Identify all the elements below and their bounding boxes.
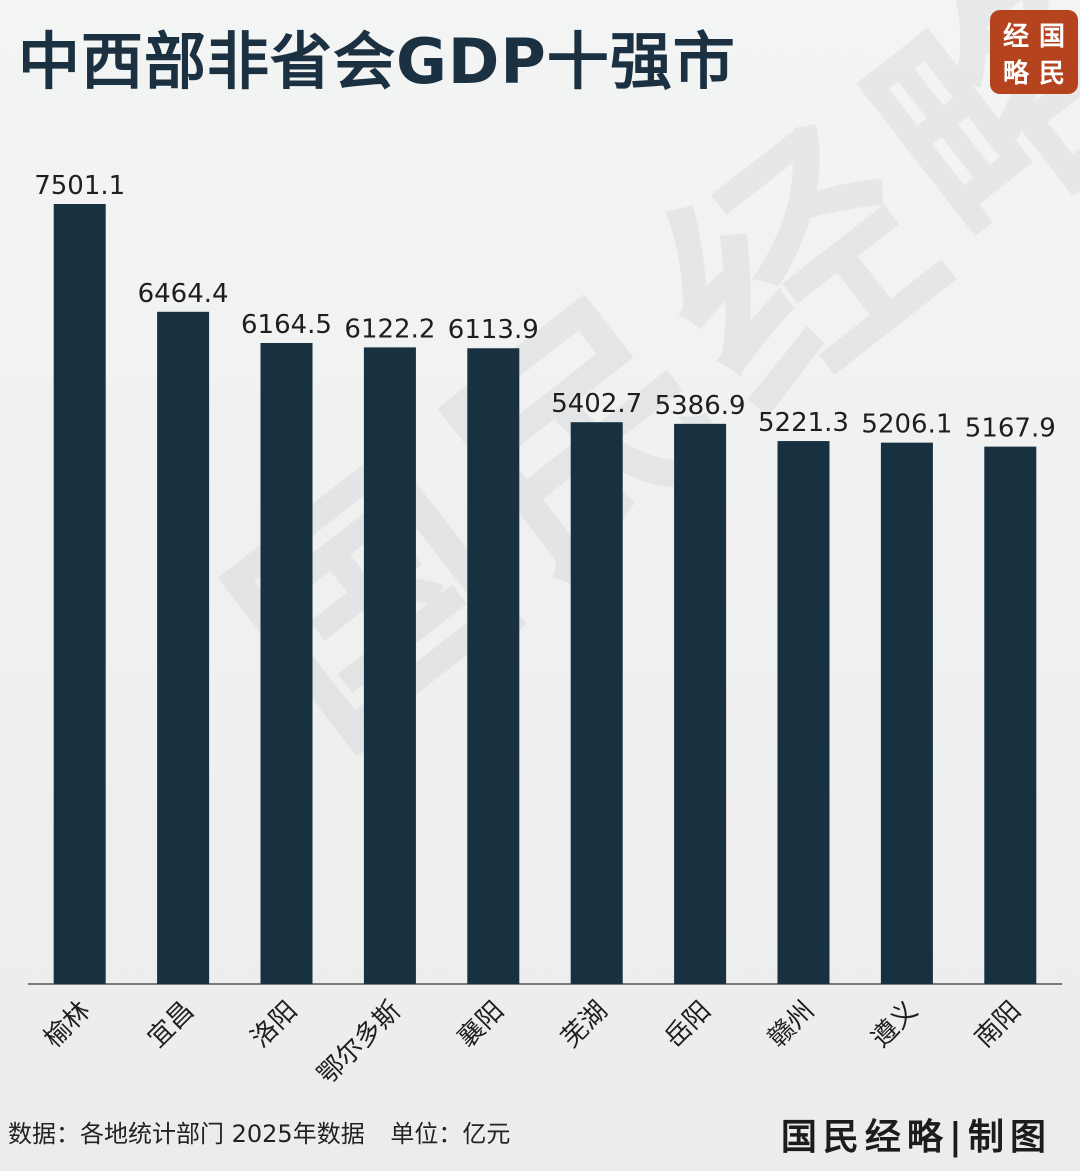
logo-char: 国: [1038, 22, 1065, 52]
category-label: 宜昌: [142, 996, 200, 1054]
footer-credit: 国民经略|制图: [780, 1116, 1052, 1158]
brand-logo: 经 国 略 民: [990, 10, 1078, 94]
data-label: 6122.2: [344, 314, 435, 344]
category-label: 襄阳: [452, 996, 510, 1054]
bar: [674, 423, 727, 984]
footer-source: 数据：各地统计部门 2025年数据 单位：亿元: [8, 1114, 510, 1149]
data-label: 5167.9: [965, 414, 1056, 444]
bar: [880, 442, 933, 984]
bar: [260, 342, 313, 984]
bar: [157, 311, 210, 984]
bar: [363, 347, 416, 984]
data-label: 5206.1: [861, 410, 952, 440]
category-label: 芜湖: [556, 996, 614, 1054]
data-label: 5402.7: [551, 389, 642, 419]
category-label: 洛阳: [245, 996, 303, 1054]
data-label: 7501.1: [34, 171, 125, 201]
data-label: 5386.9: [655, 391, 746, 421]
chart-title: 中西部非省会GDP十强市: [18, 25, 736, 98]
bar-chart: 7501.1 榆林 6464.4 宜昌 6164.5 洛阳 6122.2 鄂尔多斯 6113.9…: [28, 171, 1062, 1091]
bar: [467, 348, 520, 984]
source-text: 数据：各地统计部门 2025年数据: [8, 1120, 365, 1148]
data-label: 6164.5: [241, 310, 332, 340]
category-label: 赣州: [762, 996, 820, 1054]
bar: [570, 422, 623, 984]
category-label: 南阳: [969, 996, 1027, 1054]
category-label: 遵义: [866, 996, 924, 1054]
logo-char: 经: [1002, 22, 1029, 52]
category-label: 榆林: [39, 996, 97, 1054]
unit-text: 单位：亿元: [390, 1120, 511, 1148]
logo-char: 略: [1002, 59, 1029, 89]
logo-char: 民: [1038, 59, 1065, 89]
category-label: 鄂尔多斯: [312, 996, 407, 1091]
bar: [777, 441, 830, 984]
bar: [984, 446, 1037, 985]
data-label: 6113.9: [448, 315, 539, 345]
data-label: 6464.4: [138, 279, 229, 309]
bar: [53, 204, 106, 984]
data-label: 5221.3: [758, 408, 849, 438]
category-label: 岳阳: [659, 996, 717, 1054]
